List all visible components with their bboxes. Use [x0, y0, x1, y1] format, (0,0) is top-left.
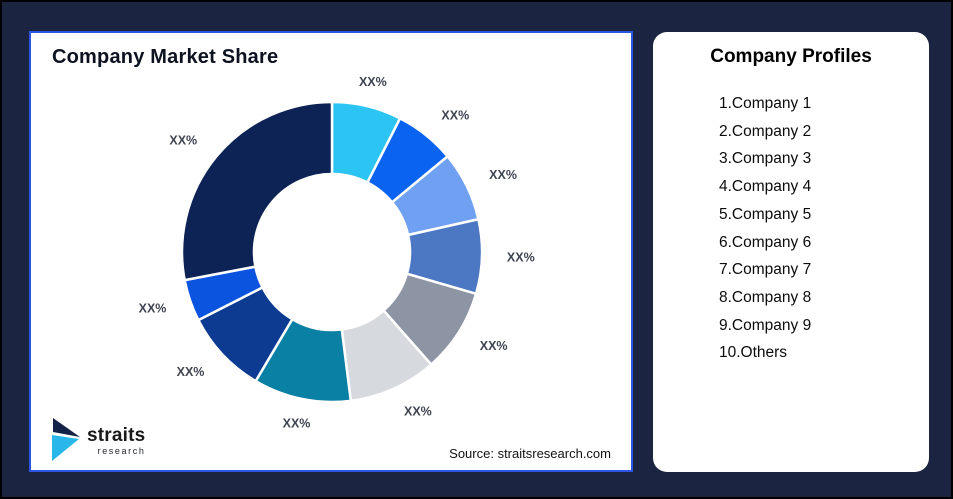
- slice-label: XX%: [441, 108, 469, 122]
- logo-subtitle: research: [97, 446, 146, 456]
- company-list-item: 6.Company 6: [719, 233, 812, 251]
- company-list-item: 2.Company 2: [719, 122, 812, 140]
- slice-label: XX%: [404, 404, 432, 418]
- chart-title: Company Market Share: [52, 46, 279, 68]
- donut-chart: XX% XX% XX% XX% XX% XX% XX% XX% XX% XX%: [139, 75, 535, 431]
- slice-label: XX%: [139, 302, 167, 316]
- slice-label: XX%: [283, 416, 311, 430]
- source-note: Source: straitsresearch.com: [449, 446, 611, 461]
- logo-text: straits research: [87, 426, 145, 456]
- company-list-item: 3.Company 3: [719, 150, 812, 168]
- company-list-item: 8.Company 8: [719, 288, 812, 306]
- slice-label: XX%: [177, 365, 205, 379]
- slice-label: XX%: [480, 339, 508, 353]
- logo-arrow-cyan-shape: [52, 435, 79, 461]
- slice-label: XX%: [169, 133, 197, 147]
- company-list-item: 1.Company 1: [719, 95, 812, 112]
- donut-segment: [180, 100, 334, 282]
- logo-arrow-dark-shape: [53, 418, 80, 437]
- slice-label: XX%: [489, 168, 517, 182]
- market-share-card: Company Market Share XX% XX% XX% XX% XX% XX% X…: [29, 31, 633, 472]
- company-list: 1.Company 1 2.Company 2 3.Company 3 4.Compa…: [653, 90, 929, 367]
- company-profiles-card: Company Profiles 1.Company 1 2.Company 2 3…: [653, 32, 929, 472]
- slice-label: XX%: [359, 75, 387, 89]
- slice-label: XX%: [507, 250, 535, 264]
- company-list-item: 10.Others: [719, 344, 788, 362]
- company-list-item: 9.Company 9: [719, 316, 812, 334]
- straits-research-logo: straits research: [52, 418, 145, 462]
- logo-arrow-icon: [52, 418, 80, 461]
- company-list-item: 7.Company 7: [719, 261, 812, 279]
- company-list-item: 4.Company 4: [719, 178, 812, 196]
- profiles-title: Company Profiles: [710, 46, 872, 67]
- logo-name: straits: [87, 425, 146, 446]
- company-list-item: 5.Company 5: [719, 205, 812, 223]
